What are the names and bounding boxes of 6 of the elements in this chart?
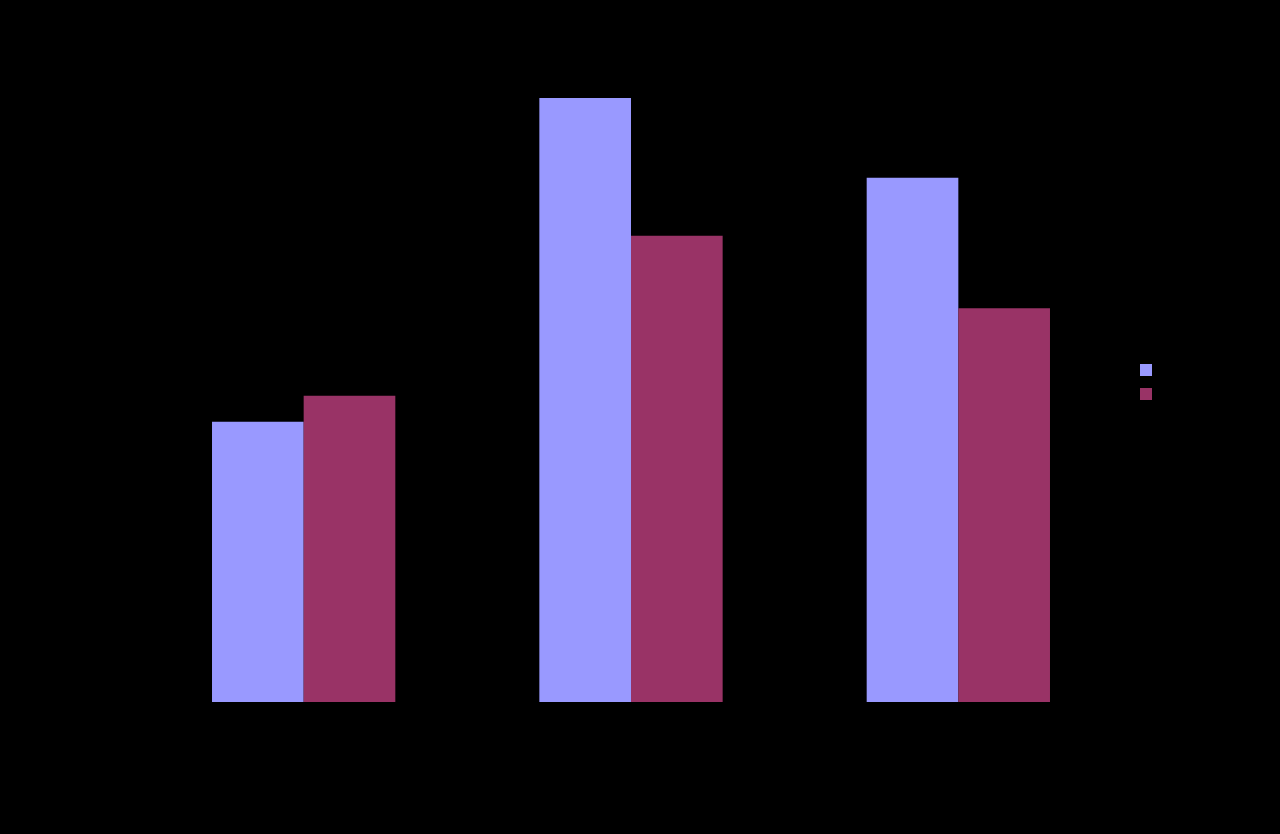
bar: [866, 177, 959, 702]
bar: [539, 98, 631, 702]
bar: [631, 235, 723, 702]
bar: [958, 308, 1050, 702]
bar: [212, 421, 304, 702]
bar: [303, 395, 396, 702]
